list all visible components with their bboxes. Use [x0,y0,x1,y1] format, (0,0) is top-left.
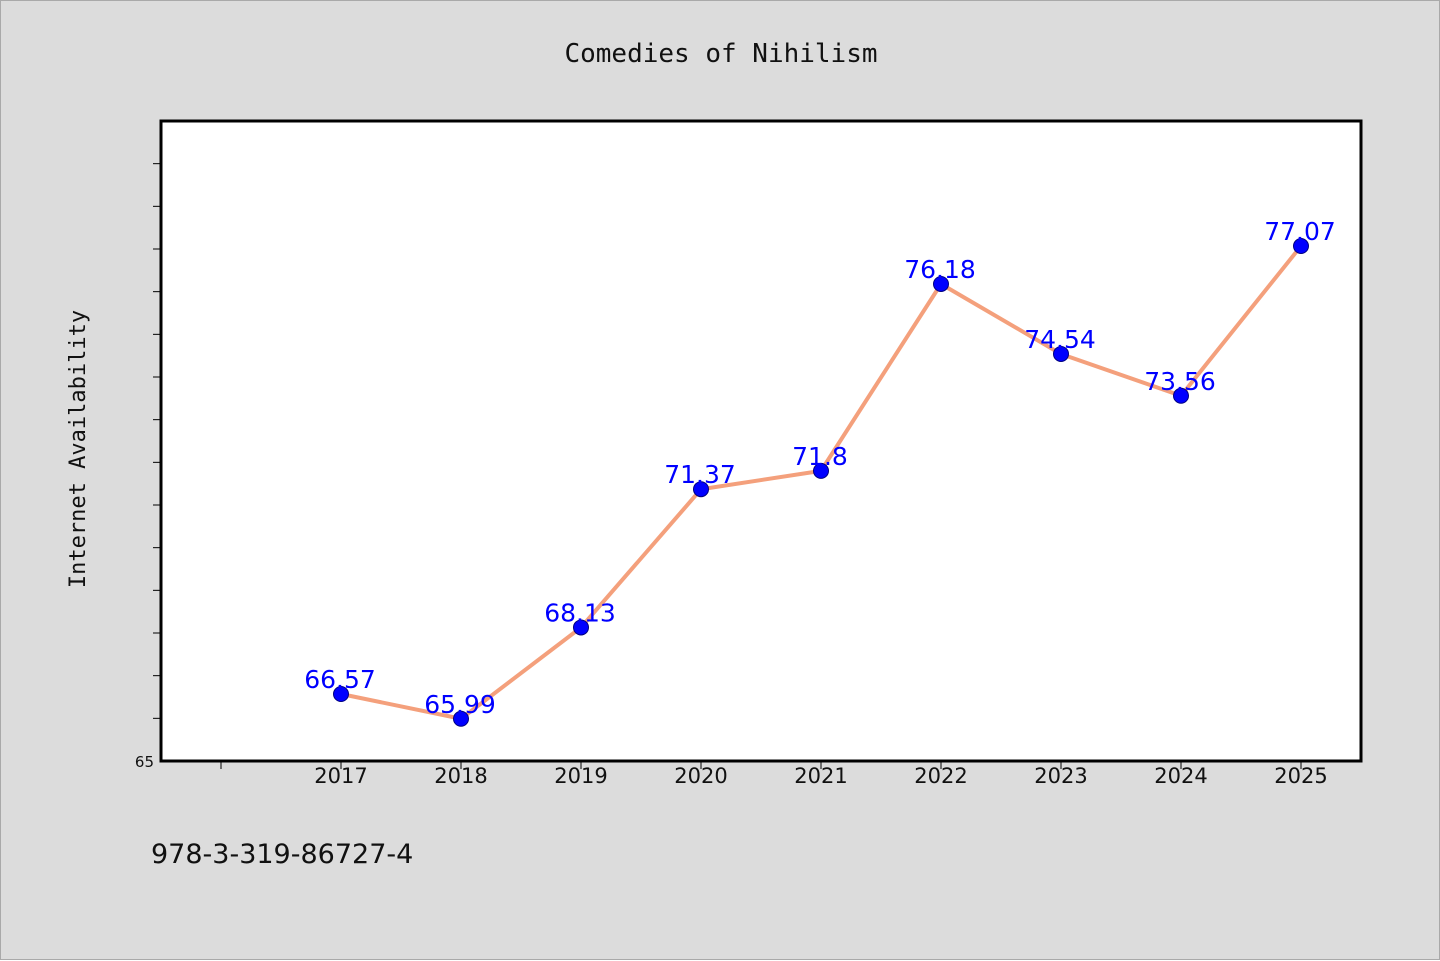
data-point-marker [1173,387,1189,404]
data-point-marker [1053,345,1069,362]
data-point-marker [813,462,829,479]
chart-title: Comedies of Nihilism [564,39,877,69]
data-point-marker [933,275,949,292]
x-tick-label: 2020 [674,764,727,788]
data-point-label: 71.37 [664,460,736,489]
data-point-label: 68.13 [544,598,616,627]
x-axis-tick-labels: 2017 2018 2019 2020 2021 2022 2023 2024 2025 [314,764,1327,788]
data-point-label: 74.54 [1024,325,1096,354]
y-axis-ticks [153,163,161,719]
x-tick-label: 2017 [314,764,367,788]
x-tick-label: 2024 [1154,764,1207,788]
data-point-marker [693,481,709,498]
data-point-marker [573,619,589,636]
data-point-marker [333,686,349,703]
x-tick-label: 2023 [1034,764,1087,788]
plot-area [159,119,1363,763]
x-tick-label: 2021 [794,764,847,788]
x-tick-label: 2022 [914,764,967,788]
footnote-isbn: 978-3-319-86727-4 [151,839,413,870]
data-point-marker [1293,238,1309,255]
data-point-label: 65.99 [424,690,496,719]
data-point-label: 73.56 [1144,367,1216,396]
series-group: 66.57 65.99 68.13 71.37 71.8 76.18 74.54 73.56 7… [304,217,1336,727]
data-point-label: 76.18 [904,255,976,284]
y-tick-label: 65 [135,753,154,771]
data-point-label: 77.07 [1264,217,1336,246]
data-point-marker [453,710,469,727]
data-point-label: 71.8 [792,442,848,471]
y-axis-title: Internet Availability [66,310,91,588]
x-tick-label: 2018 [434,764,487,788]
data-point-label: 66.57 [304,665,376,694]
x-tick-label: 2019 [554,764,607,788]
x-tick-label: 2025 [1274,764,1327,788]
x-axis-ticks [220,761,1302,769]
